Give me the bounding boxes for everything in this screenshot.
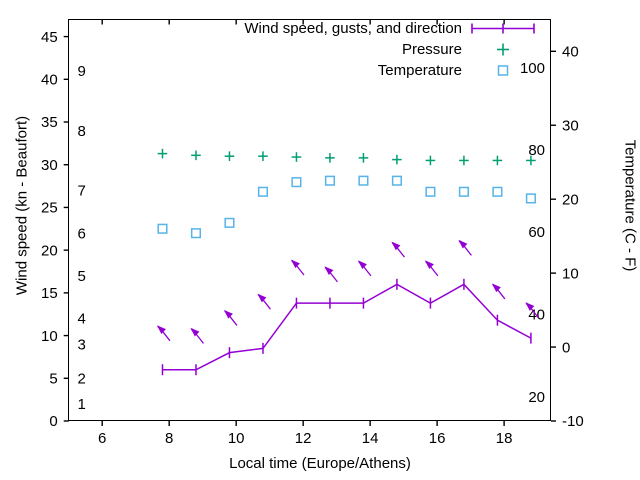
beaufort-inner-label: 8 — [78, 123, 86, 140]
y-tick-label: 35 — [41, 114, 58, 131]
x-tick-label: 8 — [165, 430, 173, 447]
x-tick-label: 10 — [228, 430, 245, 447]
temperature-point — [190, 228, 202, 239]
fahrenheit-inner-label: 100 — [520, 60, 545, 77]
wind-direction-arrow — [391, 241, 405, 258]
temperature-point — [224, 217, 235, 228]
beaufort-inner-label: 4 — [78, 311, 86, 328]
pressure-point — [459, 155, 469, 166]
pressure-point — [425, 155, 436, 166]
wind-direction-arrow — [357, 260, 372, 277]
wind-direction-arrow — [290, 259, 305, 276]
y-tick-label: 5 — [49, 370, 57, 387]
beaufort-inner-label: 3 — [78, 336, 86, 353]
wind-direction-arrow — [324, 266, 338, 283]
wind-speed-line — [162, 283, 532, 371]
wind-direction-arrow — [491, 283, 506, 300]
legend-label-pressure: Pressure — [401, 41, 462, 58]
y-tick-label: 15 — [41, 285, 58, 302]
beaufort-inner-label: 9 — [78, 63, 86, 80]
temperature-point — [291, 177, 302, 188]
y-tick-label: 25 — [41, 200, 58, 217]
x-tick-label: 14 — [362, 430, 379, 447]
temperature-point — [391, 175, 402, 186]
wind-direction-arrow — [223, 309, 238, 326]
temperature-point — [257, 186, 269, 197]
y-tick-label: 45 — [41, 29, 58, 46]
wind-direction-arrow — [424, 260, 439, 277]
pressure-point — [325, 153, 335, 163]
y2-tick-label: 10 — [562, 265, 579, 282]
wind-direction-arrow — [458, 239, 472, 256]
y2-tick-label: 40 — [562, 43, 579, 60]
wind-direction-arrow — [156, 325, 171, 342]
y2-axis-title: Temperature (C - F) — [621, 139, 639, 272]
y-tick-label: 20 — [41, 242, 58, 259]
legend-key-temperature-icon — [497, 65, 509, 76]
wind-direction-arrow — [190, 327, 204, 344]
temperature-point — [324, 175, 335, 186]
x-tick-label: 12 — [295, 430, 312, 447]
pressure-point — [358, 153, 369, 163]
y-axis-title: Wind speed (kn - Beaufort) — [13, 115, 31, 296]
legend-label-wind: Wind speed, gusts, and direction — [244, 20, 462, 37]
pressure-point — [224, 151, 235, 161]
temperature-point — [157, 223, 168, 234]
legend-item-temperature[interactable]: Temperature — [230, 60, 540, 81]
pressure-point — [526, 155, 536, 166]
x-tick-label: 6 — [98, 430, 106, 447]
wind-direction-arrow — [525, 302, 539, 319]
plot-area — [68, 19, 551, 421]
beaufort-inner-label: 5 — [78, 268, 86, 285]
legend-item-wind[interactable]: Wind speed, gusts, and direction — [230, 18, 540, 39]
legend-key-wind-icon — [471, 23, 535, 34]
y-tick-label: 40 — [41, 71, 58, 88]
legend-item-pressure[interactable]: Pressure — [230, 39, 540, 60]
pressure-point — [492, 155, 503, 166]
temperature-point — [358, 175, 369, 186]
pressure-point — [191, 150, 201, 161]
fahrenheit-inner-label: 60 — [528, 224, 545, 241]
chart-legend: Wind speed, gusts, and direction Pressur… — [230, 18, 540, 81]
temperature-point — [492, 186, 503, 197]
legend-label-temperature: Temperature — [377, 62, 462, 79]
pressure-point — [291, 152, 302, 162]
pressure-point — [258, 151, 268, 161]
beaufort-inner-label: 2 — [78, 370, 86, 387]
x-tick-label: 18 — [496, 430, 513, 447]
temperature-point — [425, 186, 436, 197]
pressure-point — [392, 154, 402, 165]
y2-tick-label: -10 — [562, 413, 584, 430]
y2-tick-label: 30 — [562, 117, 579, 134]
x-tick-label: 16 — [429, 430, 446, 447]
beaufort-inner-label: 6 — [78, 225, 86, 242]
legend-key-pressure-icon — [497, 43, 509, 56]
pressure-point — [157, 148, 168, 159]
y-tick-label: 30 — [41, 157, 58, 174]
y-tick-label: 0 — [49, 413, 57, 430]
temperature-point — [525, 193, 536, 204]
temperature-point — [458, 186, 469, 197]
beaufort-inner-label: 7 — [78, 183, 86, 200]
fahrenheit-inner-label: 20 — [528, 389, 545, 406]
y2-tick-label: 0 — [562, 339, 570, 356]
beaufort-inner-label: 1 — [78, 396, 86, 413]
x-axis-title: Local time (Europe/Athens) — [229, 455, 411, 472]
wind-direction-arrow — [257, 293, 271, 310]
y-tick-label: 10 — [41, 328, 58, 345]
y2-tick-label: 20 — [562, 191, 579, 208]
fahrenheit-inner-label: 80 — [528, 142, 545, 159]
